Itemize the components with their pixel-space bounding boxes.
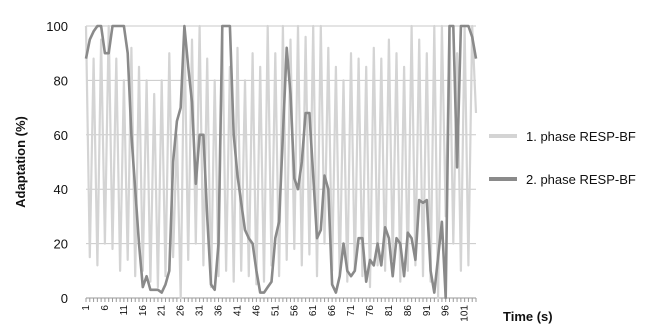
x-axis-title: Time (s) bbox=[503, 309, 553, 324]
y-tick-labels: 0 20 40 60 80 100 bbox=[46, 19, 68, 306]
x-tick-label: 81 bbox=[384, 305, 395, 317]
y-tick-label: 0 bbox=[61, 291, 68, 306]
x-tick-label: 31 bbox=[195, 305, 206, 317]
x-tick-label: 91 bbox=[422, 305, 433, 317]
x-tick-label: 46 bbox=[251, 305, 262, 317]
y-tick-label: 60 bbox=[54, 128, 68, 143]
y-tick-label: 20 bbox=[54, 237, 68, 252]
y-tick-label: 100 bbox=[46, 19, 68, 34]
legend: 1. phase RESP-BF 2. phase RESP-BF bbox=[489, 129, 636, 187]
x-tick-label: 16 bbox=[138, 305, 149, 317]
x-tick-label: 6 bbox=[100, 305, 111, 311]
x-tick-label: 26 bbox=[176, 305, 187, 317]
series-line-2 bbox=[84, 24, 478, 300]
x-tick-label: 36 bbox=[214, 305, 225, 317]
y-axis-title: Adaptation (%) bbox=[13, 116, 28, 208]
x-tick-label: 11 bbox=[119, 305, 130, 316]
x-tick-label: 1 bbox=[81, 305, 92, 311]
x-tick-label: 86 bbox=[403, 305, 414, 317]
x-tick-label: 71 bbox=[346, 305, 357, 317]
x-tick-label: 66 bbox=[327, 305, 338, 317]
x-tick-label: 56 bbox=[289, 305, 300, 317]
x-tick-label: 51 bbox=[270, 305, 281, 317]
legend-label-series-1: 1. phase RESP-BF bbox=[526, 129, 636, 144]
legend-label-series-2: 2. phase RESP-BF bbox=[526, 172, 636, 187]
y-tick-label: 80 bbox=[54, 73, 68, 88]
x-tick-label: 101 bbox=[460, 305, 471, 322]
x-tick-labels: 1 6 11 16 21 26 31 36 41 46 51 56 61 66 71 76 81 86 91 96 10… bbox=[81, 305, 471, 322]
y-tick-label: 40 bbox=[54, 182, 68, 197]
x-tick-label: 61 bbox=[308, 305, 319, 317]
series-lines bbox=[84, 24, 478, 300]
x-tick-label: 76 bbox=[365, 305, 376, 317]
x-tick-label: 21 bbox=[157, 305, 168, 317]
x-tick-label: 96 bbox=[441, 305, 452, 317]
x-tick-label: 41 bbox=[232, 305, 243, 317]
